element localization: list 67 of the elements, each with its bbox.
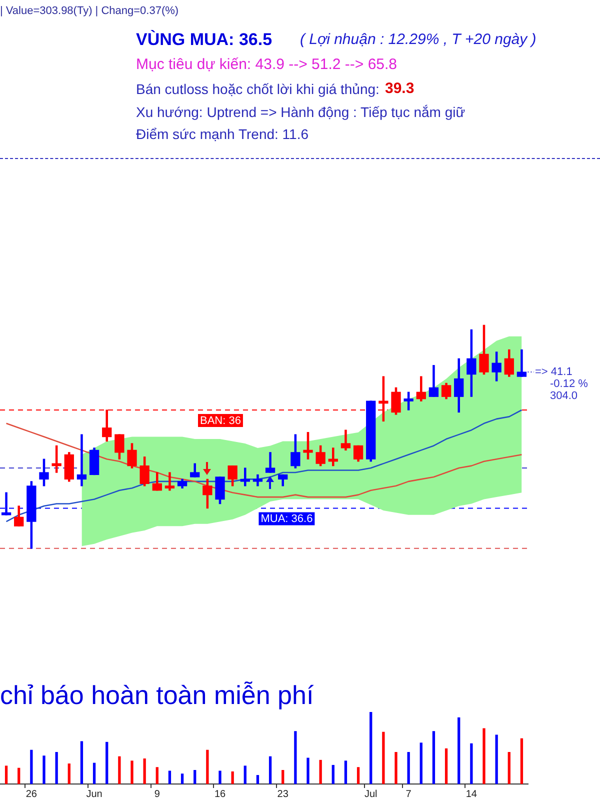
candlestick: [240, 468, 250, 486]
bar: [180, 774, 184, 784]
bar: [382, 732, 385, 784]
x-tick-label: 23: [277, 788, 289, 800]
text: Điểm sức mạnh Trend: 11.6: [136, 126, 309, 142]
bar: [168, 770, 172, 784]
bar: [394, 752, 398, 784]
bar: [218, 770, 222, 784]
annotation: MUA: 36.6: [260, 513, 313, 526]
bar: [231, 771, 234, 784]
text: -0.12 %: [550, 378, 588, 390]
bar: [420, 742, 422, 784]
bar: [4, 766, 8, 784]
bar: [256, 775, 260, 784]
bar: [458, 717, 460, 784]
x-tick-label: Jul: [364, 788, 378, 800]
chart-subtitle: ( Lợi nhuận : 12.29% , T +20 ngày ): [300, 31, 536, 48]
bar: [520, 738, 524, 784]
x-tick-label: 14: [466, 788, 478, 800]
bar: [68, 764, 70, 784]
text: Xu hướng: Uptrend => Hành động : Tiếp tục nắm giữ: [136, 104, 466, 120]
bar: [306, 758, 310, 784]
x-tick-label: 9: [154, 788, 160, 800]
bar: [106, 742, 108, 784]
text: | Value=303.98(Ty) | Chang=0.37(%): [0, 5, 179, 17]
bar: [444, 748, 448, 784]
bar: [482, 728, 486, 784]
text: Mục tiêu dự kiến: 43.9 --> 51.2 --> 65.8: [136, 56, 398, 73]
text: chỉ báo hoàn toàn miễn phí: [0, 680, 314, 711]
x-tick-label: 26: [26, 788, 38, 800]
bar: [319, 760, 322, 784]
bar: [42, 756, 46, 784]
bar: [344, 760, 348, 784]
x-tick-label: 16: [214, 788, 226, 800]
x-tick-label: Jun: [86, 788, 102, 800]
bar: [118, 756, 121, 784]
bar: [294, 731, 297, 784]
candlestick: [76, 434, 87, 486]
bar: [130, 760, 134, 784]
chart-title: VÙNG MUA: 36.5: [136, 30, 272, 50]
text: Bán cutloss hoặc chốt lời khi giá thủng:: [136, 81, 380, 97]
bar: [80, 741, 84, 784]
bar: [194, 770, 196, 784]
bar: [282, 770, 284, 784]
bar: [495, 734, 498, 784]
bar: [432, 731, 436, 784]
text: => 41.1: [535, 366, 572, 378]
bar: [508, 752, 510, 784]
bar: [332, 764, 334, 784]
candlestick: [164, 472, 175, 491]
bar: [206, 750, 209, 784]
bar: [92, 762, 96, 784]
text: 304.0: [550, 390, 578, 402]
bar: [156, 767, 158, 784]
bar: [268, 756, 272, 784]
text: 39.3: [385, 80, 414, 97]
bar: [470, 743, 473, 784]
bar: [30, 750, 33, 784]
bar: [370, 712, 372, 784]
bar: [143, 758, 146, 784]
annotation: BAN: 36: [200, 415, 241, 428]
bar: [55, 752, 58, 784]
bar: [356, 767, 360, 784]
bar: [244, 766, 246, 784]
bar: [407, 752, 410, 784]
bar: [18, 768, 20, 784]
x-tick-label: 7: [406, 788, 412, 800]
